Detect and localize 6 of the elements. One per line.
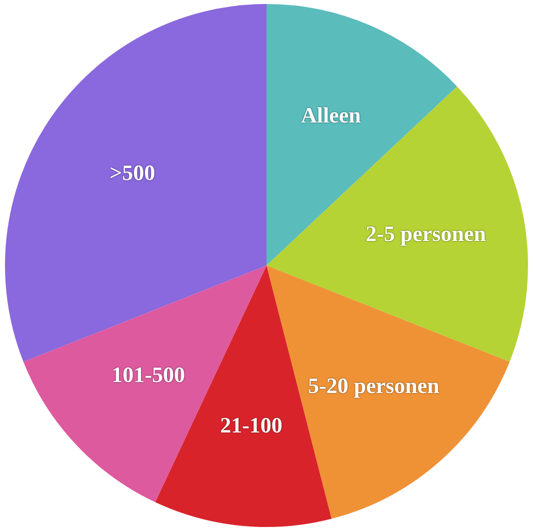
slice-label: >500 [110, 160, 156, 186]
slice-label: Alleen [300, 102, 361, 128]
slice-label: 2-5 personen [366, 220, 486, 246]
slice-label: 101-500 [112, 362, 185, 388]
slice-label: 21-100 [220, 412, 282, 438]
slice-label: 5-20 personen [308, 372, 440, 398]
